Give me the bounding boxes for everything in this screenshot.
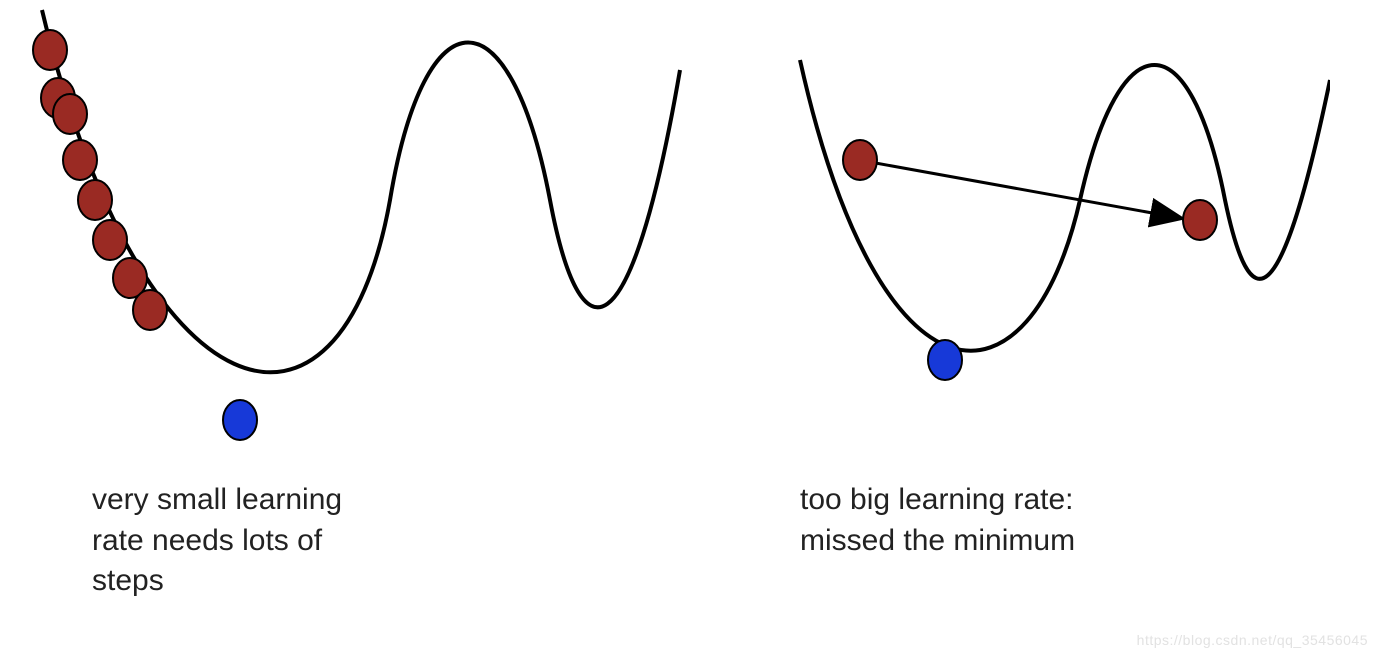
right-caption-line-0: too big learning rate: [800, 480, 1075, 521]
watermark-text: https://blog.csdn.net/qq_35456045 [1137, 632, 1368, 648]
right-blue-point [928, 340, 962, 380]
left-caption: very small learningrate needs lots ofste… [92, 480, 342, 602]
left-red-point-7 [133, 290, 167, 330]
left-red-point-5 [93, 220, 127, 260]
left-caption-line-2: steps [92, 561, 342, 602]
left-caption-line-0: very small learning [92, 480, 342, 521]
left-svg [10, 0, 710, 460]
right-svg [770, 20, 1330, 440]
right-red-point-0 [843, 140, 877, 180]
left-caption-line-1: rate needs lots of [92, 521, 342, 562]
right-caption: too big learning rate:missed the minimum [800, 480, 1075, 561]
left-red-point-2 [53, 94, 87, 134]
right-curve [800, 60, 1330, 351]
left-red-point-0 [33, 30, 67, 70]
diagram-container: very small learningrate needs lots ofste… [0, 0, 1376, 650]
left-panel [10, 0, 710, 460]
left-red-point-4 [78, 180, 112, 220]
left-blue-point [223, 400, 257, 440]
right-caption-line-1: missed the minimum [800, 521, 1075, 562]
left-red-point-3 [63, 140, 97, 180]
right-arrow [870, 162, 1180, 218]
right-red-point-1 [1183, 200, 1217, 240]
right-panel [770, 20, 1330, 440]
